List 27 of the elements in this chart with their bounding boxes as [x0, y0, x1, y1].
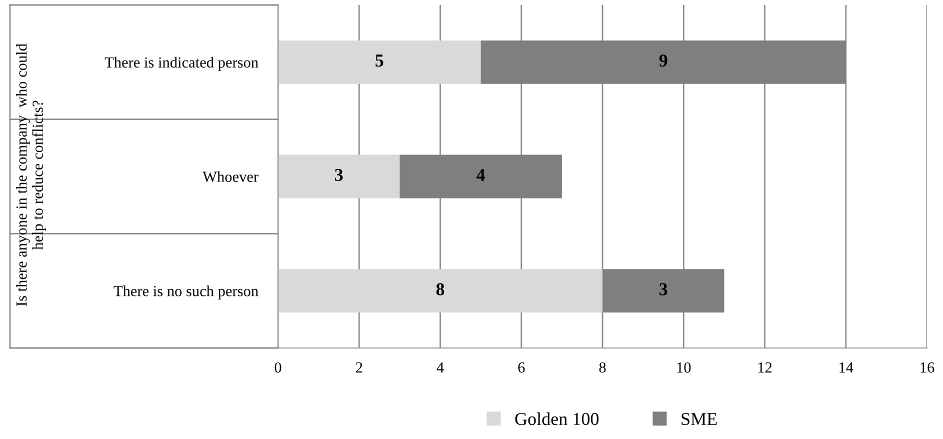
bar — [480, 40, 846, 84]
data-label: 3 — [335, 168, 343, 182]
x-tick-label: 14 — [840, 362, 854, 372]
y-tick-label: Whoever — [202, 171, 258, 182]
x-tick-label: 12 — [758, 362, 772, 372]
data-label: 5 — [376, 54, 384, 67]
y-tick-label: There is no such person — [114, 286, 258, 300]
x-tick-label: 16 — [920, 362, 934, 373]
bar — [278, 40, 481, 84]
y-tick-label: There is indicated person — [104, 56, 258, 71]
x-tick-label: 8 — [599, 362, 606, 373]
data-label: 3 — [660, 283, 668, 296]
bar — [400, 154, 562, 198]
bar — [278, 154, 400, 198]
bar — [602, 269, 724, 313]
legend-label: Golden 100 — [515, 412, 599, 426]
legend-label: SME — [682, 412, 717, 426]
y-axis-title: Is there anyone in the company who could help to reduce conflicts? — [16, 44, 46, 306]
data-label: 4 — [476, 168, 485, 181]
x-tick-label: 0 — [274, 362, 282, 373]
data-label: 8 — [436, 283, 444, 296]
bar — [278, 269, 602, 313]
x-tick-label: 4 — [436, 362, 444, 372]
data-label: 9 — [659, 54, 668, 67]
x-tick-label: 10 — [677, 362, 691, 373]
x-tick-label: 2 — [356, 362, 362, 372]
x-tick-label: 6 — [518, 362, 525, 373]
